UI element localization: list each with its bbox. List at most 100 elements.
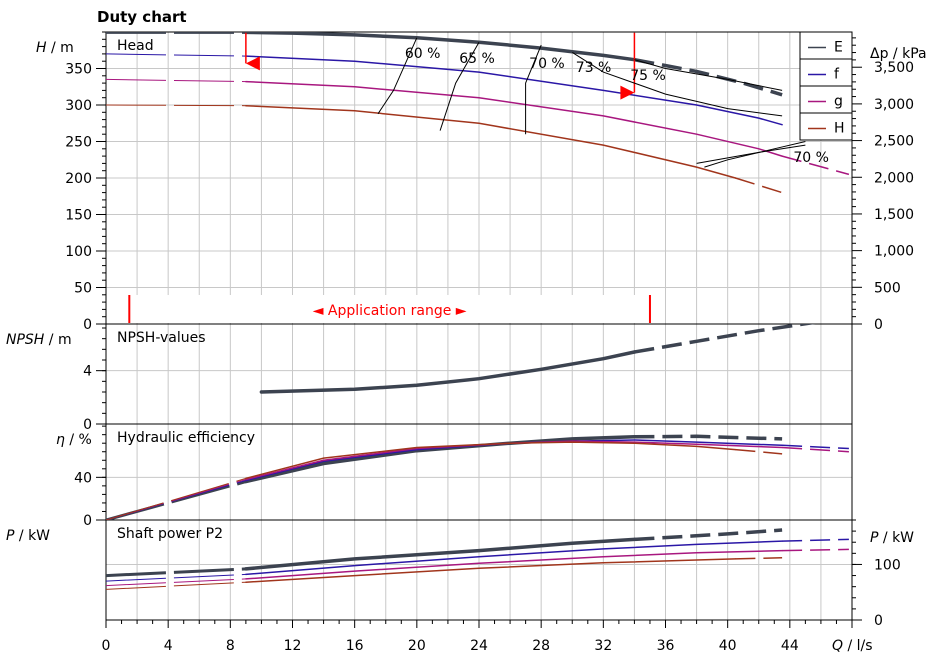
x-tick-label: 36 — [657, 638, 675, 654]
series-E-head-extrap-high — [634, 57, 783, 97]
y-tick-label: 0 — [83, 417, 92, 433]
series-E-power — [244, 537, 637, 571]
series-g-power-extrap-low — [106, 578, 246, 587]
series-H-power-extrap-high — [735, 557, 783, 560]
x-tick-label: 40 — [719, 638, 737, 654]
series-H-eff-extrap-low — [106, 477, 247, 520]
series-H-power-extrap-low — [106, 581, 246, 590]
y-tick-label: 350 — [65, 62, 92, 78]
series-f-power — [245, 540, 783, 576]
series-H-eff-extrap-high — [735, 448, 783, 455]
legend-box-H — [799, 112, 853, 141]
series-f-power-extrap-low — [106, 573, 246, 582]
kpa-tick-label: 2,000 — [874, 170, 914, 186]
efficiency-label: 65 % — [459, 51, 495, 67]
x-tick-label: 0 — [102, 638, 111, 654]
kpa-tick-label: 1,000 — [874, 244, 914, 260]
y-tick-label: 0 — [83, 513, 92, 529]
iso-efficiency-lines — [377, 37, 806, 168]
panel-title-npsh: NPSH-values — [117, 330, 206, 346]
efficiency-label: 73 % — [576, 60, 612, 76]
legend-box-g — [799, 85, 853, 114]
series-f-head-extrap-low — [106, 53, 246, 57]
y-tick-label-right: 100 — [874, 557, 901, 573]
y-tick-label: 100 — [65, 244, 92, 260]
y-tick-label: 40 — [74, 470, 92, 486]
kpa-tick-label: 2,500 — [874, 134, 914, 150]
legend-box-E — [799, 31, 853, 60]
iso-efficiency-line — [377, 37, 418, 115]
series-E-npsh-extrap-high — [634, 324, 816, 354]
series-E-npsh — [259, 350, 637, 394]
y-tick-label: 50 — [74, 281, 92, 297]
panel-title-power: Shaft power P2 — [117, 526, 223, 542]
y-axis-label-npsh: NPSH / m — [6, 332, 72, 348]
series-g-power — [245, 549, 783, 580]
x-tick-label: 16 — [346, 638, 364, 654]
series-H-head-extrap-high — [735, 177, 783, 194]
series-g-head-extrap-high — [781, 155, 850, 176]
iso-efficiency-line — [704, 141, 806, 168]
chart-title: Duty chart — [97, 8, 187, 26]
y-axis-label-power: P / kW — [6, 528, 50, 544]
y-tick-label: 300 — [65, 98, 92, 114]
axis-ticks — [96, 31, 862, 628]
y-axis-label-eff: η / % — [56, 432, 92, 448]
y-axis-label-head: H / m — [36, 40, 74, 56]
application-range-box — [129, 295, 650, 323]
efficiency-label: 60 % — [405, 46, 441, 62]
duty-marker-arrow — [620, 85, 635, 100]
legend-label-H: H — [834, 121, 845, 137]
efficiency-label: 70 % — [529, 56, 565, 72]
y-tick-label: 4 — [83, 364, 92, 380]
series-H-head — [245, 104, 737, 179]
application-range: ◄ Application range ► — [128, 295, 651, 323]
series-f-power-extrap-high — [782, 538, 849, 542]
iso-efficiency-line — [572, 51, 783, 117]
y-tick-label: 200 — [65, 171, 92, 187]
series-g-eff-extrap-high — [782, 446, 849, 453]
duty-marker-arrow — [245, 56, 260, 71]
kpa-tick-label: 3,000 — [874, 97, 914, 113]
series-E-eff-extrap-high — [634, 434, 783, 441]
panel-title-head: Head — [117, 38, 154, 54]
y-tick-label: 0 — [83, 317, 92, 333]
legend-box-f — [799, 58, 853, 87]
panel-title-eff: Hydraulic efficiency — [117, 430, 255, 446]
application-range-label: ◄ Application range ► — [313, 303, 467, 319]
series-g-power-extrap-high — [782, 548, 849, 552]
iso-efficiency-line — [696, 144, 806, 164]
y-tick-label: 250 — [65, 135, 92, 151]
series-f-head — [245, 55, 783, 126]
x-axis-label: Q / l/s — [832, 638, 873, 654]
series-E-head — [244, 32, 637, 62]
kpa-tick-label: 500 — [874, 280, 901, 296]
x-tick-label: 20 — [408, 638, 426, 654]
x-tick-label: 12 — [284, 638, 302, 654]
x-tick-label: 8 — [226, 638, 235, 654]
legend-label-g: g — [834, 94, 843, 110]
legend-label-f: f — [834, 67, 840, 83]
right-axis-label-power: P / kW — [870, 530, 914, 546]
iso-efficiency-line — [634, 59, 783, 91]
kpa-tick-label: 3,500 — [874, 60, 914, 76]
series-H-power — [245, 558, 737, 583]
efficiency-label: 75 % — [630, 68, 666, 84]
efficiency-label: 70 % — [793, 150, 829, 166]
series-f-eff-extrap-high — [782, 444, 849, 450]
series-E-eff — [244, 435, 637, 484]
x-tick-label: 24 — [470, 638, 488, 654]
kpa-tick-label: 0 — [874, 317, 883, 333]
series-E-power-extrap-high — [634, 528, 783, 542]
series-g-head-extrap-low — [106, 78, 246, 83]
x-tick-label: 32 — [594, 638, 612, 654]
series-H-eff — [245, 441, 737, 480]
series-H-head-extrap-low — [106, 104, 246, 107]
series-g-head — [245, 80, 783, 157]
x-tick-label: 4 — [164, 638, 173, 654]
series-E-power-extrap-low — [106, 567, 246, 578]
iso-efficiency-line — [439, 41, 480, 131]
